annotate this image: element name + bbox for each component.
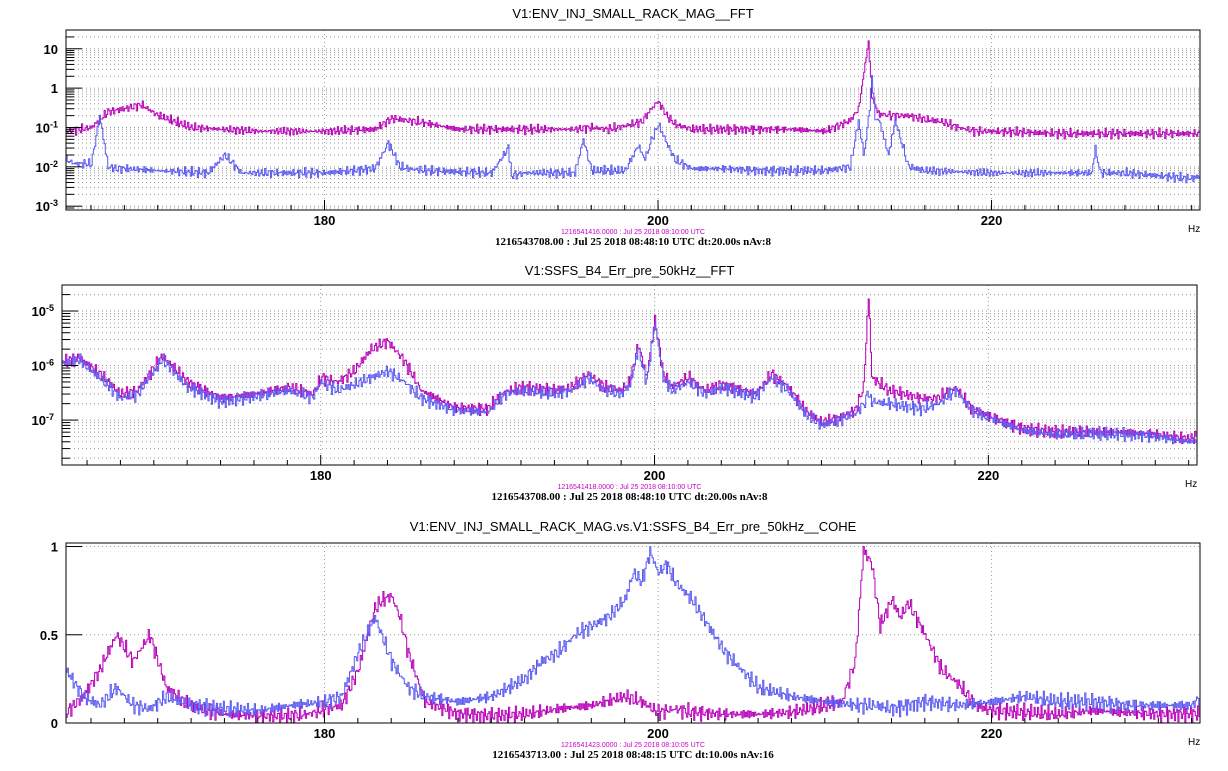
measurement-info-label: 1216543708.00 : Jul 25 2018 08:48:10 UTC… — [491, 491, 768, 503]
y-tick-label: 10-1 — [36, 119, 58, 135]
x-tick-label: 180 — [314, 213, 336, 228]
x-axis-label: Hz — [1188, 737, 1200, 748]
chart-3: V1:ENV_INJ_SMALL_RACK_MAG.vs.V1:SSFS_B4_… — [40, 519, 1201, 761]
grid — [62, 285, 1197, 465]
x-tick-label: 220 — [981, 213, 1003, 228]
x-tick-label: 220 — [981, 726, 1003, 741]
chart-title: V1:ENV_INJ_SMALL_RACK_MAG__FFT — [512, 6, 753, 21]
x-tick-label: 200 — [647, 726, 669, 741]
reference-time-label: 1216541423.0000 : Jul 25 2018 08:10:05 U… — [561, 742, 705, 749]
y-tick-label: 10-7 — [32, 412, 54, 428]
series-2-line — [62, 324, 1197, 445]
series-1-line — [66, 546, 1200, 724]
x-axis-label: Hz — [1188, 224, 1200, 235]
y-tick-label: 10-6 — [32, 358, 54, 374]
series-2-line — [66, 75, 1200, 184]
y-tick-label: 1 — [51, 81, 58, 96]
y-tick-label: 10-5 — [32, 303, 54, 319]
series-2-line — [66, 546, 1200, 718]
plot-frame — [61, 284, 1198, 466]
y-tick-label: 10-3 — [36, 198, 58, 214]
y-tick-label: 10 — [44, 42, 58, 57]
x-tick-label: 200 — [644, 468, 666, 483]
series-1-line — [66, 40, 1200, 140]
series-1-line — [62, 298, 1197, 445]
x-axis-label: Hz — [1185, 479, 1197, 490]
y-tick-label: 0.5 — [40, 628, 58, 643]
x-tick-label: 180 — [310, 468, 332, 483]
x-tick-label: 180 — [314, 726, 336, 741]
reference-time-label: 1216541416.0000 : Jul 25 2018 08:10:00 U… — [561, 229, 705, 236]
chart-2: V1:SSFS_B4_Err_pre_50kHz__FFT 180 200 220 10… — [32, 263, 1198, 503]
reference-time-label: 1216541418.0000 : Jul 25 2018 08:10:00 U… — [557, 484, 701, 491]
measurement-info-label: 1216543708.00 : Jul 25 2018 08:48:10 UTC… — [495, 236, 772, 248]
y-tick-label: 10-2 — [36, 159, 58, 175]
plot-frame — [65, 29, 1201, 211]
x-tick-label: 220 — [978, 468, 1000, 483]
x-tick-label: 200 — [647, 213, 669, 228]
chart-title: V1:ENV_INJ_SMALL_RACK_MAG.vs.V1:SSFS_B4_… — [410, 519, 857, 534]
y-tick-label: 0 — [51, 716, 58, 731]
chart-title: V1:SSFS_B4_Err_pre_50kHz__FFT — [525, 263, 735, 278]
chart-1: V1:ENV_INJ_SMALL_RACK_MAG__FFT 180 200 220 1… — [36, 6, 1201, 248]
y-tick-label: 1 — [51, 540, 58, 555]
measurement-info-label: 1216543713.00 : Jul 25 2018 08:48:15 UTC… — [492, 749, 774, 761]
plot-frame — [65, 542, 1201, 724]
